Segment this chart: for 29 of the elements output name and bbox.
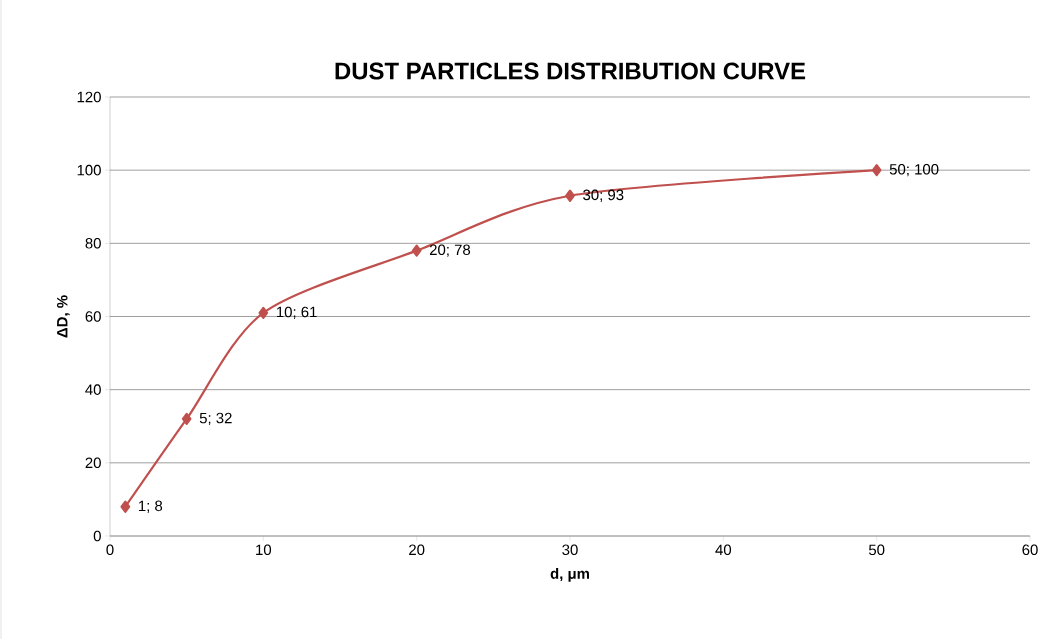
y-tick-label: 100 bbox=[77, 164, 101, 176]
x-tick-label: 60 bbox=[1022, 544, 1038, 556]
point bbox=[565, 189, 575, 202]
data-label: 50; 100 bbox=[889, 163, 939, 177]
chart-title: DUST PARTICLES DISTRIBUTION CURVE bbox=[335, 62, 806, 80]
data-label: 30; 93 bbox=[583, 189, 624, 202]
x-tick-label: 10 bbox=[256, 544, 272, 556]
x-tick-label: 30 bbox=[562, 544, 578, 556]
data-label: 1; 8 bbox=[138, 500, 163, 513]
y-tick-label: 120 bbox=[77, 91, 101, 103]
data-label: 10; 61 bbox=[277, 306, 317, 320]
y-tick-label: 40 bbox=[85, 384, 101, 395]
x-axis-title: d, μm bbox=[550, 567, 589, 582]
x-tick-label: 40 bbox=[715, 544, 732, 556]
y-tick-label: 20 bbox=[85, 457, 101, 469]
point bbox=[871, 164, 882, 177]
point bbox=[120, 500, 131, 513]
point bbox=[411, 244, 422, 257]
point bbox=[258, 306, 269, 319]
data-label: 20; 78 bbox=[429, 244, 471, 257]
x-tick-label: 50 bbox=[868, 544, 885, 556]
point bbox=[181, 412, 192, 426]
y-axis-title: ΔD, % bbox=[57, 295, 70, 338]
y-tick-label: 0 bbox=[93, 530, 101, 542]
x-tick-label: 0 bbox=[106, 544, 114, 556]
data-label: 5; 32 bbox=[199, 412, 232, 426]
y-tick-label: 80 bbox=[85, 238, 101, 249]
y-tick-label: 60 bbox=[85, 311, 101, 322]
x-tick-label: 20 bbox=[409, 544, 425, 556]
